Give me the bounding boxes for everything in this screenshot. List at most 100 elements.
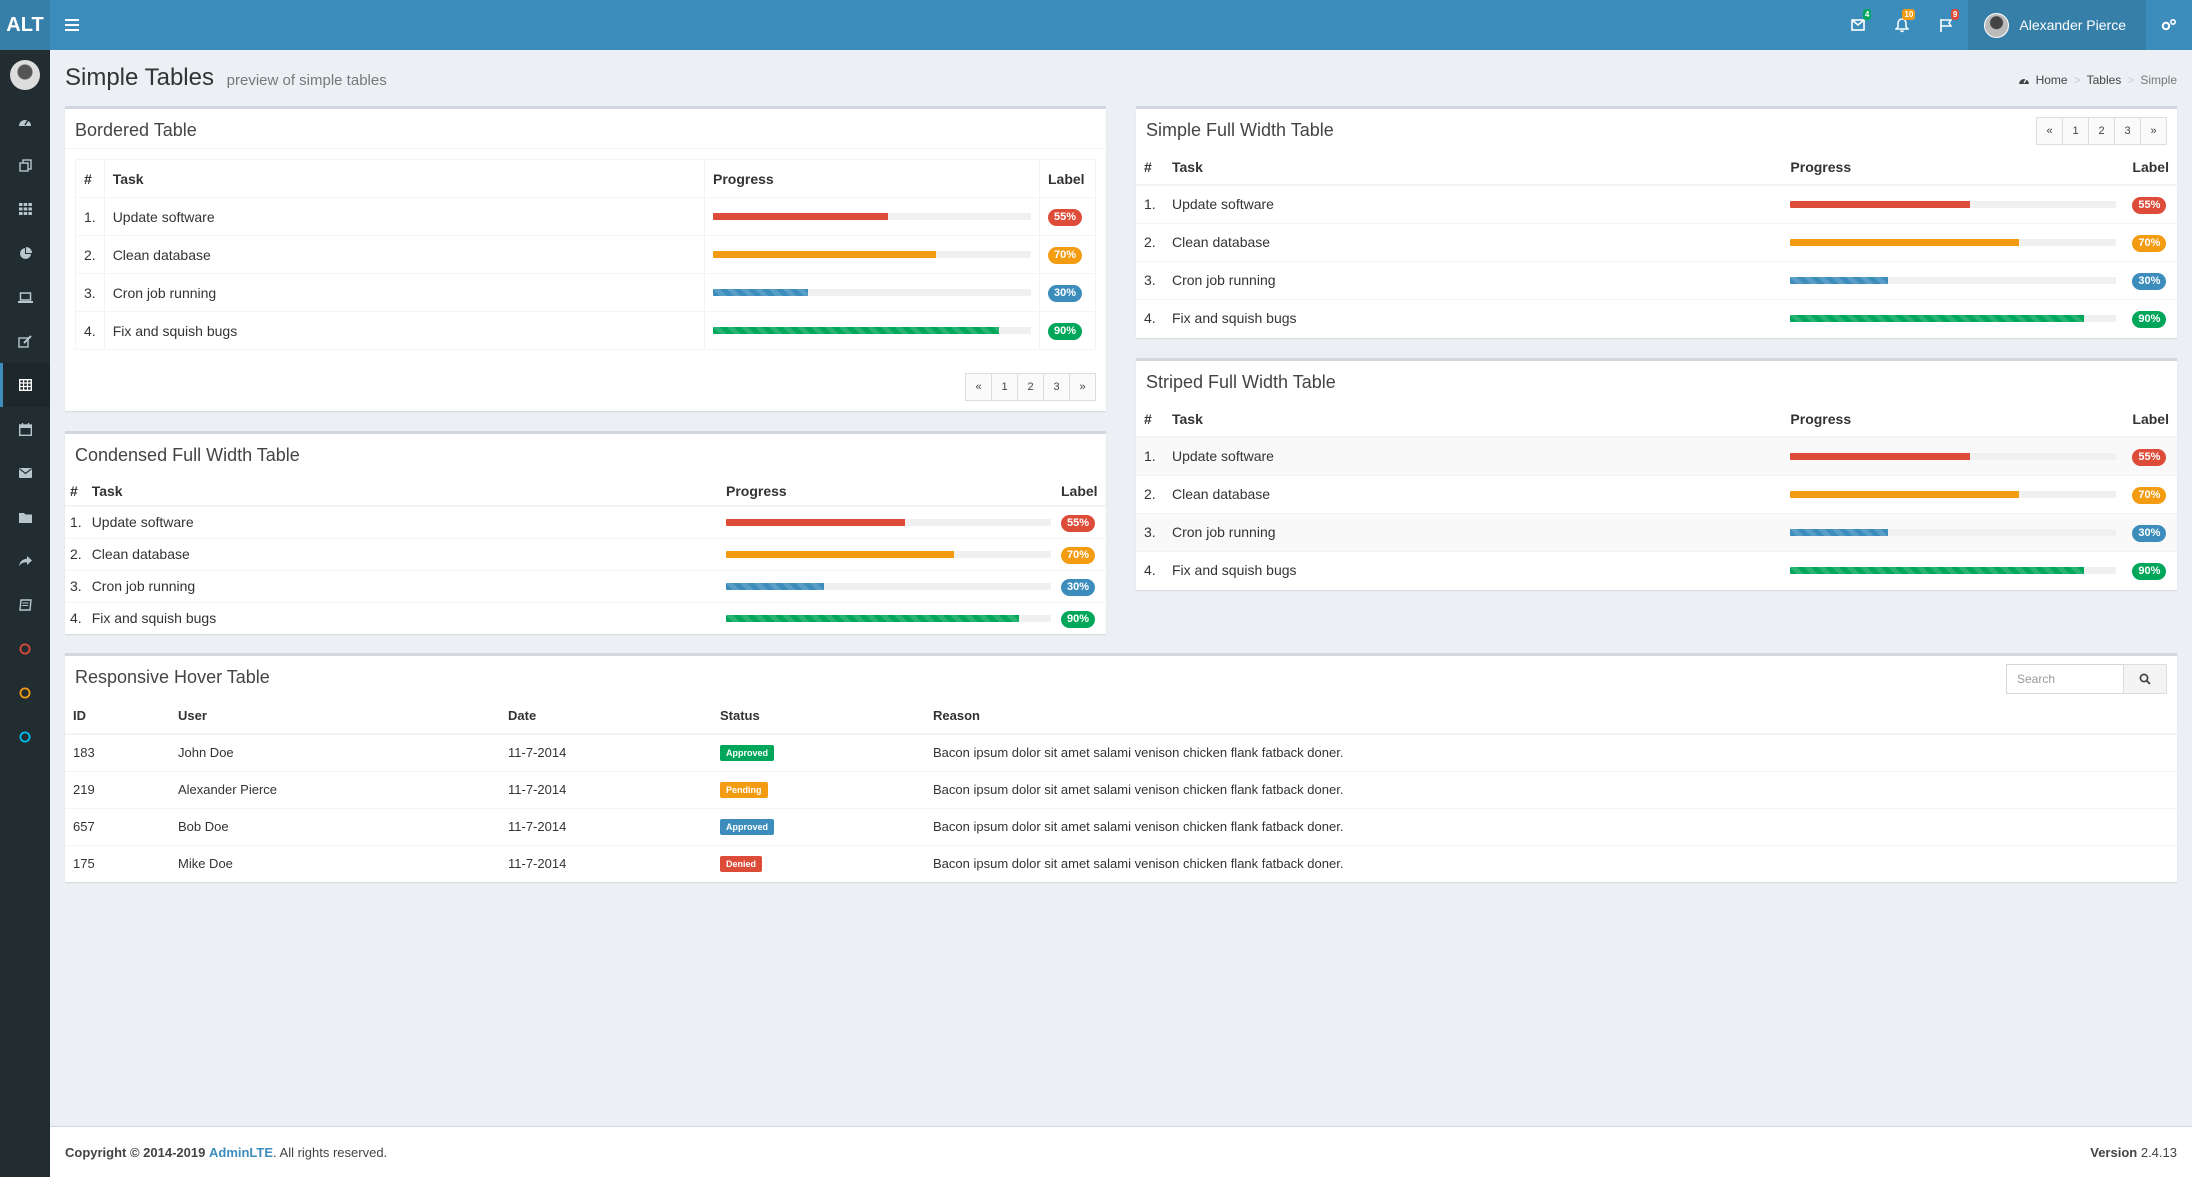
sidebar-item-folder[interactable] — [0, 495, 50, 539]
status-badge: Denied — [720, 856, 763, 873]
progress-bar-fill — [1790, 566, 2084, 574]
envelope-icon — [1851, 19, 1866, 31]
table-row: 3. Cron job running 30% — [1136, 512, 2177, 551]
sidebar-item-table[interactable] — [0, 363, 50, 407]
sidebar-item-circle-aqua[interactable] — [0, 715, 50, 759]
progress-bar — [713, 289, 1031, 296]
progress-bar-fill — [726, 550, 954, 558]
sidebar-item-edit[interactable] — [0, 319, 50, 363]
col-header-reason: Reason — [925, 698, 2177, 735]
label-cell: 70% — [2124, 222, 2177, 261]
sidebar-item-pie-chart[interactable] — [0, 231, 50, 275]
progress-bar — [1790, 200, 2117, 208]
task-name: Update software — [86, 505, 721, 538]
table-row[interactable]: 175 Mike Doe 11-7-2014 Denied Bacon ipsum do… — [65, 844, 2177, 882]
breadcrumb-home[interactable]: Home — [2035, 73, 2068, 87]
calendar-icon — [18, 422, 32, 436]
progress-bar — [1790, 566, 2117, 574]
row-number: 4. — [65, 601, 87, 634]
pagination-next[interactable]: » — [2140, 117, 2167, 145]
sidebar-item-th[interactable] — [0, 187, 50, 231]
pagination-page[interactable]: 1 — [991, 373, 1018, 401]
dashboard-icon — [18, 116, 32, 127]
sidebar-item-files[interactable] — [0, 143, 50, 187]
user-menu[interactable]: Alexander Pierce — [1968, 0, 2146, 50]
table-row[interactable]: 657 Bob Doe 11-7-2014 Approved Bacon ipsum d… — [65, 807, 2177, 845]
progress-badge: 30% — [2132, 272, 2167, 290]
progress-cell — [704, 273, 1040, 312]
progress-bar-fill — [713, 213, 888, 220]
col-header-num: # — [1136, 401, 1164, 438]
sidebar-item-circle-yellow[interactable] — [0, 671, 50, 715]
progress-bar-fill — [1790, 276, 1889, 284]
col-header-num: # — [65, 476, 87, 507]
col-header-label: Label — [1039, 159, 1096, 198]
pagination-prev[interactable]: « — [965, 373, 992, 401]
pagination-next[interactable]: » — [1069, 373, 1096, 401]
table-row[interactable]: 183 John Doe 11-7-2014 Approved Bacon ipsum … — [65, 733, 2177, 771]
striped-full-width-table: # Task Progress Label 1. Update software 5… — [1136, 401, 2177, 589]
control-sidebar-toggle[interactable] — [2146, 0, 2192, 50]
table-row: 4. Fix and squish bugs 90% — [65, 601, 1106, 634]
table-search-input[interactable] — [2006, 664, 2124, 694]
sidebar-toggle-icon[interactable] — [60, 13, 84, 37]
table-row: 1. Update software 55% — [75, 197, 1096, 236]
table-row: 4. Fix and squish bugs 90% — [75, 311, 1096, 350]
main-header: ALT 4 10 9 Alexander Pierce — [0, 0, 2192, 50]
box-title: Condensed Full Width Table — [75, 445, 300, 465]
condensed-table-body: 1. Update software 55% 2. Clean database 70% 3… — [65, 505, 1106, 634]
flag-icon — [1940, 18, 1953, 32]
progress-bar — [726, 518, 1051, 526]
pagination-page[interactable]: 1 — [2062, 117, 2089, 145]
pagination-page[interactable]: 3 — [2114, 117, 2141, 145]
striped-full-width-table-box: Striped Full Width Table # Task Progress… — [1136, 358, 2177, 590]
sidebar-item-book[interactable] — [0, 583, 50, 627]
edit-icon — [18, 334, 32, 348]
sidebar-item-laptop[interactable] — [0, 275, 50, 319]
sidebar-item-circle-red[interactable] — [0, 627, 50, 671]
page-subtitle: preview of simple tables — [226, 72, 387, 89]
label-cell: 30% — [1056, 569, 1106, 602]
label-cell: 55% — [1056, 505, 1106, 538]
circle-yellow-icon — [19, 687, 31, 699]
responsive-hover-table-box: Responsive Hover Table ID User Date Stat… — [65, 653, 2177, 882]
status-cell: Denied — [712, 844, 925, 882]
sidebar-item-share[interactable] — [0, 539, 50, 583]
sidebar-item-calendar[interactable] — [0, 407, 50, 451]
search-button[interactable] — [2123, 664, 2167, 694]
logo[interactable]: ALT — [0, 0, 50, 50]
progress-bar — [726, 582, 1051, 590]
cell-reason: Bacon ipsum dolor sit amet salami veniso… — [925, 807, 2177, 845]
row-number: 4. — [75, 311, 105, 350]
messages-menu[interactable]: 4 — [1836, 0, 1880, 50]
task-name: Update software — [1164, 436, 1783, 475]
task-name: Cron job running — [103, 273, 706, 312]
sidebar-item-envelope[interactable] — [0, 451, 50, 495]
table-row[interactable]: 219 Alexander Pierce 11-7-2014 Pending Bacon… — [65, 770, 2177, 808]
breadcrumb-tables[interactable]: Tables — [2086, 73, 2122, 87]
main-sidebar — [0, 50, 50, 1177]
label-cell: 90% — [1039, 311, 1096, 350]
progress-cell — [721, 537, 1056, 570]
breadcrumb-separator: > — [2127, 73, 2135, 87]
tasks-menu[interactable]: 9 — [1924, 0, 1968, 50]
notifications-menu[interactable]: 10 — [1880, 0, 1924, 50]
progress-bar — [713, 213, 1031, 220]
progress-cell — [704, 197, 1040, 236]
progress-bar-fill — [713, 289, 809, 296]
pagination-prev[interactable]: « — [2036, 117, 2063, 145]
navbar-right: 4 10 9 Alexander Pierce — [1836, 0, 2192, 50]
progress-cell — [1782, 512, 2125, 551]
progress-bar-fill — [1790, 200, 1970, 208]
bordered-table: # Task Progress Label 1. Update software 5… — [75, 159, 1096, 350]
cell-user: John Doe — [170, 733, 500, 771]
adminlte-link[interactable]: AdminLTE — [208, 1145, 274, 1160]
sidebar-item-dashboard[interactable] — [0, 99, 50, 143]
row-number: 3. — [1136, 260, 1164, 299]
pagination: «1 2 3» — [2036, 117, 2167, 145]
pagination-page[interactable]: 3 — [1043, 373, 1070, 401]
cell-user: Alexander Pierce — [170, 770, 500, 808]
col-header-user: User — [170, 698, 500, 735]
pagination-page[interactable]: 2 — [2088, 117, 2115, 145]
pagination-page[interactable]: 2 — [1017, 373, 1044, 401]
